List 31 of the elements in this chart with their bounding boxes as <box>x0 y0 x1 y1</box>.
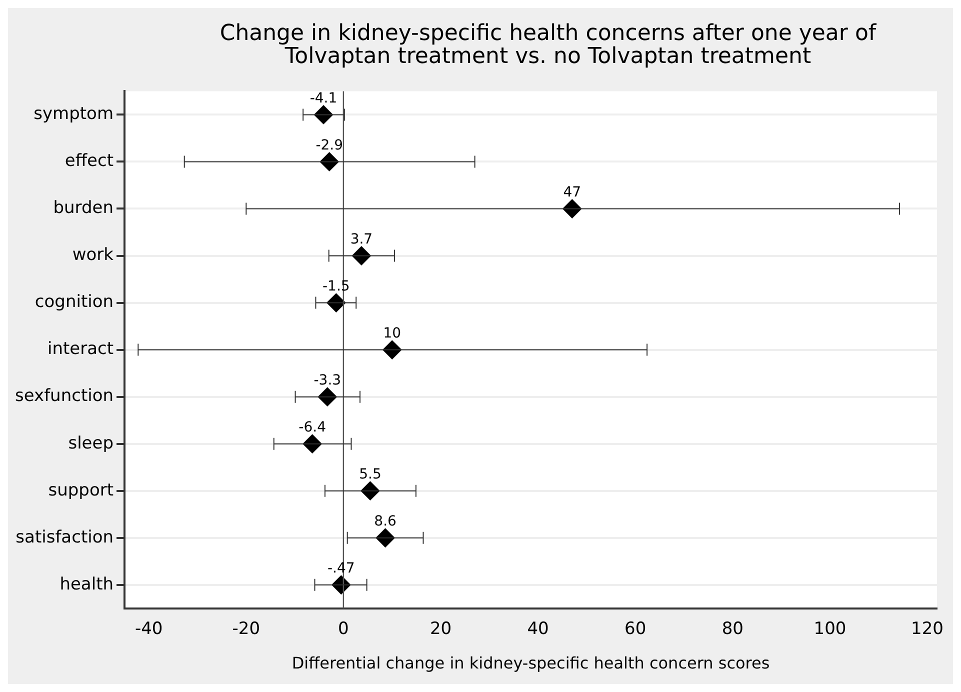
x-tick-label: 60 <box>624 619 646 640</box>
x-tick-label: 20 <box>430 619 452 640</box>
data-label: 10 <box>383 325 402 342</box>
x-tick-label: -20 <box>232 619 260 640</box>
x-tick-label: 40 <box>527 619 549 640</box>
y-tick-label: satisfaction <box>16 527 114 548</box>
data-label: 5.5 <box>359 466 382 482</box>
data-label: -2.9 <box>316 137 344 154</box>
x-tick-label: 80 <box>722 619 744 640</box>
y-tick-label: work <box>72 245 114 266</box>
data-label: -3.3 <box>314 372 342 388</box>
y-tick-label: support <box>48 480 114 500</box>
x-axis-title: Differential change in kidney-specific health concern scores <box>292 654 770 673</box>
y-tick-label: sexfunction <box>14 386 114 406</box>
y-tick-label: interact <box>47 339 114 360</box>
chart-title: Change in kidney-specific health concerns after one year of Tolvaptan treatment vs. no Tolvaptan treatment <box>218 21 878 69</box>
y-tick-label: symptom <box>34 104 114 124</box>
y-tick-label: health <box>60 574 114 594</box>
x-tick-label: -40 <box>134 619 163 640</box>
x-tick-label: 100 <box>814 619 846 640</box>
x-tick-label: 0 <box>338 619 349 640</box>
data-label: 3.7 <box>350 231 373 248</box>
y-tick-label: effect <box>64 151 114 172</box>
data-label: 47 <box>563 184 582 200</box>
y-tick-label: sleep <box>68 433 114 454</box>
y-tick-label: cognition <box>34 292 114 312</box>
y-tick-label: burden <box>53 198 114 218</box>
data-label: -4.1 <box>310 90 338 106</box>
data-label: -6.4 <box>298 419 326 436</box>
x-tick-label: 120 <box>911 619 944 640</box>
data-label: 8.6 <box>374 514 397 530</box>
